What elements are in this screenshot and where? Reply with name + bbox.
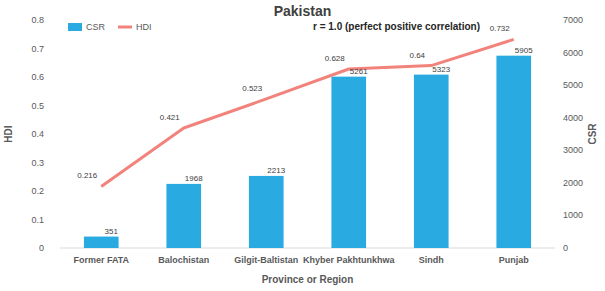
bar: [166, 184, 201, 248]
y2-tick-label: 1000: [563, 210, 583, 220]
y-tick-label: 0.8: [31, 15, 44, 25]
data-labels: 351 1968 2213 5261 5323 5905 0.216 0.421 0.523 0.…: [77, 24, 533, 235]
line-data-label: 0.421: [160, 113, 181, 122]
x-tick-label: Balochistan: [158, 255, 209, 265]
title: Pakistan: [274, 3, 332, 19]
bar-data-label: 351: [105, 227, 119, 236]
legend-swatch: [118, 26, 132, 29]
bar: [331, 77, 366, 248]
line-data-label: 0.523: [242, 84, 263, 93]
x-tick-label: Former FATA: [73, 255, 129, 265]
x-tick-label: Punjab: [499, 255, 530, 265]
legend-label: CSR: [86, 22, 106, 32]
line-data-label: 0.628: [325, 54, 346, 63]
x-axis-title: Province or Region: [262, 274, 354, 285]
y2-tick-label: 6000: [563, 48, 583, 58]
bar-data-label: 5905: [515, 46, 533, 55]
line-data-label: 0.216: [77, 171, 98, 180]
x-tick-label: Khyber Pakhtunkhwa: [303, 255, 396, 265]
bar-data-label: 2213: [267, 166, 285, 175]
annotation: r = 1.0 (perfect positive correlation): [313, 21, 480, 32]
line-data-label: 0.732: [490, 24, 511, 33]
y2-tick-label: 4000: [563, 113, 583, 123]
y-axis-title: HDI: [3, 125, 14, 142]
bar: [84, 237, 119, 248]
y-tick-label: 0.3: [31, 158, 44, 168]
bar: [414, 75, 449, 248]
y-tick-label: 0.4: [31, 129, 44, 139]
y-tick-label: 0.6: [31, 72, 44, 82]
y2-tick-label: 0: [563, 243, 568, 253]
chart-svg: Pakistan 0 0.1 0.2 0.3 0.4 0.5 0.6 0.7 0.8 0 1000 20…: [0, 0, 605, 291]
y-tick-label: 0: [39, 243, 44, 253]
y-tick-label: 0.7: [31, 44, 44, 54]
chart-container: Pakistan 0 0.1 0.2 0.3 0.4 0.5 0.6 0.7 0.8 0 1000 20…: [0, 0, 605, 291]
y2-tick-label: 3000: [563, 145, 583, 155]
y2-tick-label: 7000: [563, 15, 583, 25]
legend: CSR HDI: [68, 22, 152, 32]
legend-swatch: [68, 23, 82, 31]
bar-data-label: 1968: [185, 174, 203, 183]
x-tick-label: Sindh: [419, 255, 444, 265]
bar: [496, 56, 531, 248]
y2-axis-title: CSR: [587, 123, 598, 145]
y-tick-label: 0.1: [31, 215, 44, 225]
y-tick-label: 0.5: [31, 101, 44, 111]
bar-data-label: 5323: [432, 65, 450, 74]
line: [101, 39, 514, 186]
y2-tick-label: 2000: [563, 178, 583, 188]
bar-data-label: 5261: [350, 67, 368, 76]
x-tick-label: Gilgit-Baltistan: [234, 255, 298, 265]
bar: [249, 176, 284, 248]
x-axis-line: [60, 248, 555, 249]
y2-tick-label: 5000: [563, 80, 583, 90]
background: [0, 0, 605, 291]
plot-area: [84, 39, 531, 248]
line-data-label: 0.64: [409, 51, 425, 60]
legend-label: HDI: [136, 22, 152, 32]
y-tick-label: 0.2: [31, 186, 44, 196]
